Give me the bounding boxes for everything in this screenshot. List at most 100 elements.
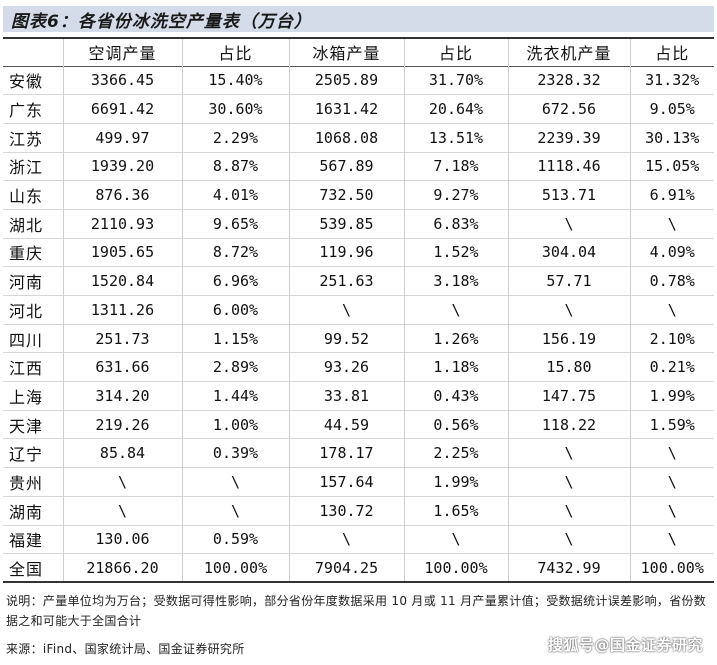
fridge-share-cell: 100.00% [403, 553, 508, 583]
region-cell: 江苏 [9, 129, 44, 149]
region-cell: 浙江 [9, 158, 44, 178]
table-row: 辽宁 85.84 0.39% 178.17 2.25% \ \ [3, 438, 714, 468]
washer-share-cell: 6.91% [629, 180, 714, 210]
washer-share-cell: 9.05% [629, 94, 714, 124]
region-cell: 全国 [9, 559, 44, 579]
region-cell: 湖北 [9, 215, 44, 235]
fridge-share-cell: 1.18% [403, 352, 508, 382]
washer-output-cell: 672.56 [507, 94, 630, 124]
ac-output-cell: 1311.26 [62, 295, 182, 325]
ac-share-cell: 15.40% [181, 66, 289, 95]
ac-output-cell: 219.26 [62, 410, 182, 439]
table-row: 河南 1520.84 6.96% 251.63 3.18% 57.71 0.78% [3, 266, 714, 296]
fridge-output-cell: 44.59 [288, 410, 404, 439]
fridge-output-cell: 33.81 [288, 381, 404, 411]
ac-share-cell: 8.72% [181, 238, 289, 267]
table-row: 山东 876.36 4.01% 732.50 9.27% 513.71 6.91% [3, 180, 714, 210]
region-cell: 河南 [9, 273, 44, 293]
ac-output-cell: 130.06 [62, 525, 182, 554]
table-source: 来源：iFind、国家统计局、国金证券研究所 [6, 642, 245, 656]
fridge-output-cell: 99.52 [288, 324, 404, 353]
ac-share-cell: 1.44% [181, 381, 289, 411]
washer-share-cell: \ [629, 525, 714, 554]
table-row: 浙江 1939.20 8.87% 567.89 7.18% 1118.46 15.05% [3, 152, 714, 181]
watermark-text: 搜狐号@国金证券研究 [547, 636, 703, 654]
ac-output-cell: 876.36 [62, 180, 182, 210]
ac-share-cell: \ [181, 467, 289, 497]
region-cell: 广东 [9, 101, 44, 121]
fridge-share-cell: 1.52% [403, 238, 508, 267]
fridge-output-cell: 119.96 [288, 238, 404, 267]
washer-output-cell: 57.71 [507, 266, 630, 296]
header-ac-output: 空调产量 [62, 38, 182, 66]
fridge-output-cell: 539.85 [288, 209, 404, 239]
washer-share-cell: 30.13% [629, 123, 714, 153]
header-ac-share: 占比 [181, 38, 289, 66]
ac-share-cell: \ [181, 496, 289, 525]
region-cell: 贵州 [9, 473, 44, 493]
fridge-share-cell: 1.99% [403, 467, 508, 497]
ac-output-cell: 2110.93 [62, 209, 182, 239]
washer-output-cell: 156.19 [507, 324, 630, 353]
washer-output-cell: \ [507, 295, 630, 325]
production-table-wrap: 空调产量 占比 冰箱产量 占比 洗衣机产量 占比 安徽 3366.45 15.40%… [3, 37, 714, 583]
fridge-output-cell: 157.64 [288, 467, 404, 497]
washer-output-cell: 15.80 [507, 352, 630, 382]
ac-output-cell: 1905.65 [62, 238, 182, 267]
fridge-output-cell: 1068.08 [288, 123, 404, 153]
table-body: 安徽 3366.45 15.40% 2505.89 31.70% 2328.32 31.32… [3, 66, 714, 583]
washer-output-cell: 2239.39 [507, 123, 630, 153]
table-row: 广东 6691.42 30.60% 1631.42 20.64% 672.56 9.05% [3, 94, 714, 124]
washer-share-cell: \ [629, 209, 714, 239]
ac-share-cell: 2.89% [181, 352, 289, 382]
table-row: 江西 631.66 2.89% 93.26 1.18% 15.80 0.21% [3, 352, 714, 382]
ac-output-cell: 85.84 [62, 438, 182, 468]
ac-share-cell: 9.65% [181, 209, 289, 239]
washer-share-cell: 0.21% [629, 352, 714, 382]
header-fridge-output: 冰箱产量 [288, 38, 404, 66]
ac-output-cell: 6691.42 [62, 94, 182, 124]
table-row: 天津 219.26 1.00% 44.59 0.56% 118.22 1.59% [3, 410, 714, 439]
fridge-share-cell: 31.70% [403, 66, 508, 95]
washer-output-cell: 513.71 [507, 180, 630, 210]
ac-share-cell: 1.00% [181, 410, 289, 439]
table-row: 安徽 3366.45 15.40% 2505.89 31.70% 2328.32 31.32… [3, 66, 714, 95]
fridge-output-cell: 567.89 [288, 152, 404, 181]
table-row: 全国 21866.20 100.00% 7904.25 100.00% 7432.99 10… [3, 553, 714, 583]
washer-output-cell: 2328.32 [507, 66, 630, 95]
table-header-row: 空调产量 占比 冰箱产量 占比 洗衣机产量 占比 [3, 38, 714, 66]
washer-share-cell: 2.10% [629, 324, 714, 353]
table-row: 福建 130.06 0.59% \ \ \ \ [3, 525, 714, 554]
ac-output-cell: \ [62, 496, 182, 525]
fridge-share-cell: 7.18% [403, 152, 508, 181]
washer-share-cell: \ [629, 295, 714, 325]
region-cell: 江西 [9, 359, 44, 379]
region-cell: 湖南 [9, 502, 44, 522]
fridge-output-cell: 732.50 [288, 180, 404, 210]
ac-share-cell: 0.39% [181, 438, 289, 468]
washer-output-cell: \ [507, 496, 630, 525]
fridge-share-cell: 3.18% [403, 266, 508, 296]
washer-share-cell: 4.09% [629, 238, 714, 267]
washer-output-cell: 147.75 [507, 381, 630, 411]
washer-output-cell: \ [507, 467, 630, 497]
fridge-share-cell: 0.43% [403, 381, 508, 411]
region-cell: 四川 [9, 330, 44, 350]
header-fridge-share: 占比 [403, 38, 508, 66]
figure-title-bar: 图表6：各省份冰洗空产量表（万台） [3, 6, 714, 32]
ac-output-cell: \ [62, 467, 182, 497]
ac-share-cell: 1.15% [181, 324, 289, 353]
fridge-output-cell: \ [288, 525, 404, 554]
table-row: 湖南 \ \ 130.72 1.65% \ \ [3, 496, 714, 525]
washer-output-cell: 304.04 [507, 238, 630, 267]
washer-output-cell: \ [507, 438, 630, 468]
washer-output-cell: 1118.46 [507, 152, 630, 181]
region-cell: 河北 [9, 301, 44, 321]
fridge-output-cell: 251.63 [288, 266, 404, 296]
washer-share-cell: \ [629, 496, 714, 525]
ac-output-cell: 499.97 [62, 123, 182, 153]
region-cell: 山东 [9, 187, 44, 207]
ac-share-cell: 6.00% [181, 295, 289, 325]
washer-output-cell: 118.22 [507, 410, 630, 439]
